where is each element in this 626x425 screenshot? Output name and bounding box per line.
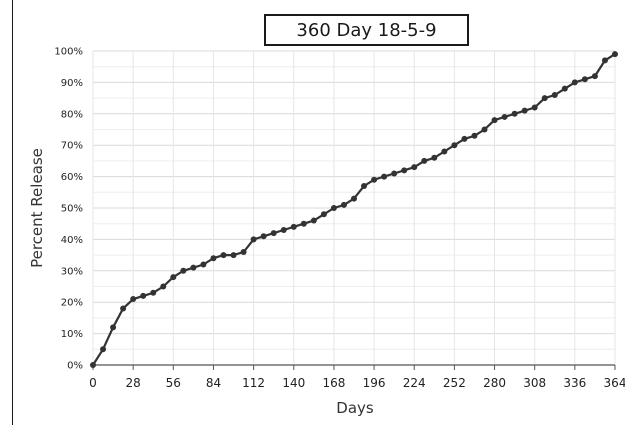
- y-tick-label: 20%: [61, 298, 83, 309]
- x-tick-label: 112: [242, 376, 265, 390]
- data-point: [220, 252, 227, 259]
- data-point: [561, 85, 568, 92]
- data-point: [170, 274, 177, 281]
- data-point: [210, 255, 217, 262]
- x-tick-label: 140: [282, 376, 305, 390]
- x-tick-label: 364: [604, 376, 625, 390]
- series: [90, 51, 618, 368]
- data-point: [491, 117, 498, 124]
- data-point: [190, 264, 197, 271]
- data-point: [230, 252, 237, 259]
- data-point: [471, 132, 478, 139]
- data-point: [421, 157, 428, 164]
- x-axis-title: Days: [336, 399, 374, 417]
- data-point: [100, 346, 107, 353]
- data-point: [270, 230, 277, 237]
- data-point: [451, 142, 458, 149]
- data-point: [511, 110, 518, 117]
- data-point: [581, 76, 588, 83]
- y-axis-title: Percent Release: [28, 148, 46, 268]
- x-tick-label: 56: [166, 376, 181, 390]
- data-point: [280, 226, 287, 233]
- data-point: [260, 233, 267, 240]
- data-point: [612, 51, 618, 58]
- data-point: [571, 79, 578, 86]
- x-tick-label: 308: [523, 376, 546, 390]
- data-point: [361, 183, 368, 190]
- x-tick-label: 28: [126, 376, 141, 390]
- x-tick-label: 252: [443, 376, 466, 390]
- y-tick-label: 90%: [61, 78, 83, 89]
- data-point: [130, 296, 137, 303]
- data-point: [140, 292, 147, 299]
- data-point: [290, 223, 297, 230]
- data-point: [150, 289, 157, 296]
- chart-frame: 0% 10% 20% 30% 40% 50% 60% 70% 80% 90% 100% 0 28 56 8…: [12, 0, 625, 425]
- y-tick-label: 50%: [61, 204, 83, 215]
- x-tick-label: 280: [483, 376, 506, 390]
- y-tick-label: 40%: [61, 235, 83, 246]
- data-point: [501, 113, 508, 120]
- x-tick-label: 84: [206, 376, 221, 390]
- data-point: [591, 73, 598, 80]
- data-point: [90, 362, 96, 368]
- data-point: [330, 205, 337, 211]
- data-point: [541, 95, 548, 102]
- data-point: [521, 107, 528, 114]
- data-point: [391, 170, 398, 177]
- chart-title: 360 Day 18-5-9: [264, 14, 469, 46]
- grid: [92, 50, 616, 366]
- y-tick-label: 60%: [61, 172, 83, 183]
- chart-title-text: 360 Day 18-5-9: [296, 19, 437, 41]
- data-point: [401, 167, 408, 174]
- y-tick-labels: 0% 10% 20% 30% 40% 50% 60% 70% 80% 90% 100%: [54, 47, 83, 372]
- y-tick-label: 10%: [61, 329, 83, 340]
- data-point: [120, 305, 127, 312]
- data-point: [110, 324, 117, 331]
- data-point: [411, 164, 418, 171]
- data-point: [310, 217, 317, 224]
- axes: [92, 364, 616, 370]
- line-chart: 0% 10% 20% 30% 40% 50% 60% 70% 80% 90% 100% 0 28 56 8…: [28, 47, 625, 418]
- data-point: [300, 220, 307, 227]
- data-point: [160, 283, 167, 290]
- data-point: [180, 267, 187, 274]
- data-point: [371, 176, 378, 183]
- data-point: [351, 195, 357, 202]
- data-point: [250, 236, 257, 243]
- data-point: [340, 201, 347, 208]
- data-point: [431, 154, 438, 161]
- x-tick-label: 168: [322, 376, 345, 390]
- data-point: [240, 248, 247, 255]
- data-point: [200, 261, 207, 268]
- x-tick-label: 224: [403, 376, 426, 390]
- y-tick-label: 70%: [61, 141, 83, 152]
- data-point: [461, 135, 468, 142]
- x-tick-label: 196: [363, 376, 386, 390]
- y-tick-label: 100%: [54, 47, 83, 58]
- data-point: [320, 211, 327, 218]
- data-point: [441, 148, 448, 155]
- y-tick-label: 80%: [61, 109, 83, 120]
- data-point: [481, 126, 488, 133]
- y-tick-label: 30%: [61, 266, 83, 277]
- x-tick-label: 336: [563, 376, 586, 390]
- data-point: [601, 57, 608, 64]
- data-point: [551, 91, 558, 98]
- y-tick-label: 0%: [67, 361, 83, 372]
- x-tick-label: 0: [89, 376, 97, 390]
- x-tick-labels: 0 28 56 84 112 140 168 196 224 252 280 308 336 364: [89, 376, 625, 390]
- data-point: [531, 104, 538, 111]
- data-point: [381, 173, 388, 180]
